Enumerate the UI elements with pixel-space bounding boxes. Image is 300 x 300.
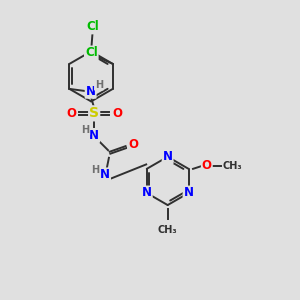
Text: O: O	[66, 107, 76, 120]
Text: CH₃: CH₃	[158, 225, 178, 235]
Text: N: N	[163, 150, 173, 163]
Text: N: N	[184, 187, 194, 200]
Text: N: N	[85, 85, 96, 98]
Text: N: N	[100, 168, 110, 182]
Text: O: O	[202, 159, 212, 172]
Text: N: N	[142, 187, 152, 200]
Text: Cl: Cl	[86, 20, 99, 33]
Text: N: N	[89, 129, 99, 142]
Text: S: S	[89, 106, 99, 120]
Text: O: O	[112, 107, 122, 120]
Text: CH₃: CH₃	[223, 161, 242, 171]
Text: H: H	[81, 124, 89, 134]
Text: H: H	[95, 80, 103, 90]
Text: O: O	[128, 138, 138, 151]
Text: H: H	[92, 165, 100, 175]
Text: Cl: Cl	[85, 46, 98, 59]
